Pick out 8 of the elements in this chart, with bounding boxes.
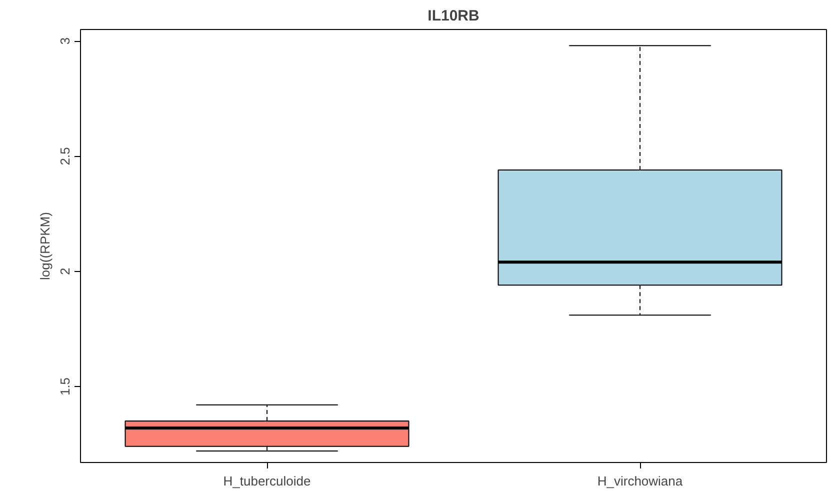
x-tick-label: H_virchowiana: [597, 474, 684, 488]
chart-title: IL10RB: [428, 8, 480, 24]
y-axis-title: log((RPKM): [38, 212, 52, 280]
x-tick-label: H_tuberculoide: [223, 474, 311, 488]
y-tick-label: 2.5: [58, 147, 72, 166]
y-tick-label: 1.5: [58, 377, 72, 396]
y-tick-label: 3: [58, 37, 72, 45]
y-tick-label: 2: [58, 268, 72, 275]
